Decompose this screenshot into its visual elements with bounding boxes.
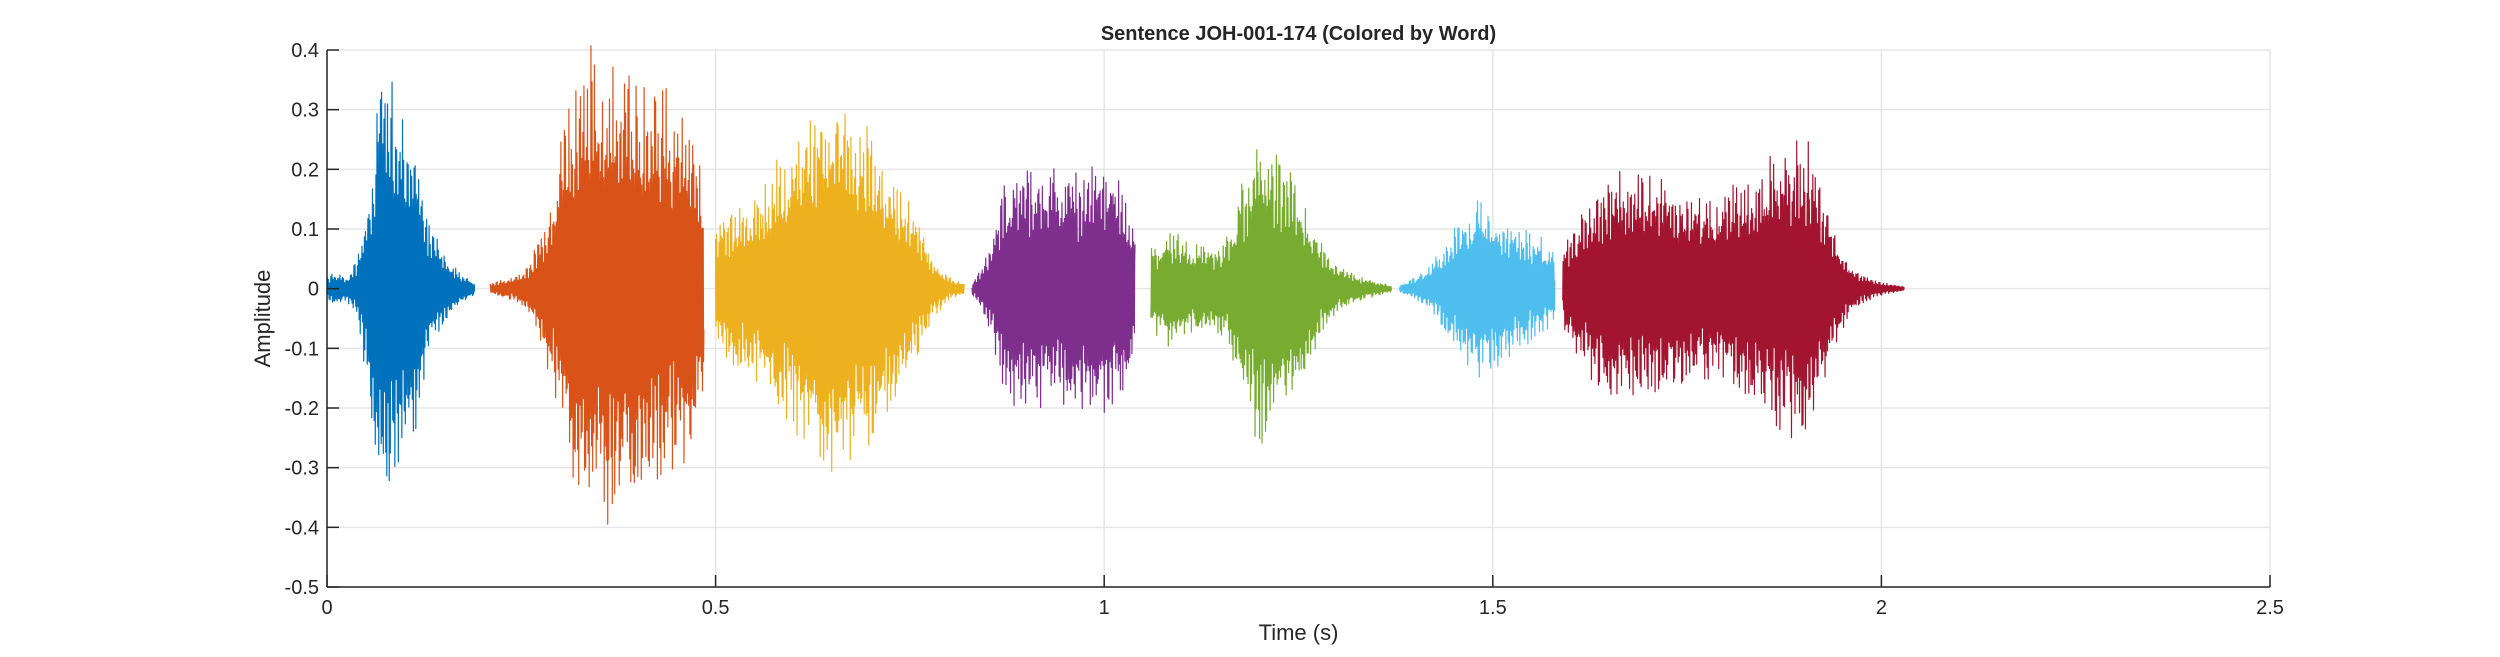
x-tick-label: 0.5	[702, 597, 730, 619]
y-tick-label: -0.3	[285, 458, 319, 480]
waveform-line	[326, 81, 476, 482]
word-segment-4	[971, 166, 1136, 413]
y-tick-label: -0.1	[285, 338, 319, 360]
y-axis-label: Amplitude	[250, 270, 275, 368]
word-segment-6	[1398, 200, 1556, 378]
waveform-line	[971, 166, 1136, 413]
waveform-line	[1562, 140, 1905, 439]
word-segment-1	[326, 81, 476, 482]
word-segment-3	[714, 113, 965, 472]
chart-title: Sentence JOH-001-174 (Colored by Word)	[1101, 23, 1496, 45]
x-tick-label: 2.5	[2256, 597, 2284, 619]
y-tick-label: 0.3	[291, 100, 319, 122]
y-tick-label: 0	[308, 279, 319, 301]
waveform-line	[1150, 149, 1393, 444]
x-tick-label: 1	[1099, 597, 1110, 619]
ticks: 0 0.5 1 1.5 2 2.5 -0.5 -0.4 -0.3 -0.2 -0.1 0 0.1 0.2 0…	[285, 40, 2284, 619]
waveform-line	[714, 113, 965, 472]
y-tick-label: 0.1	[291, 219, 319, 241]
waveform-line	[1398, 200, 1556, 378]
x-axis-label: Time (s)	[1259, 620, 1339, 645]
x-tick-label: 2	[1876, 597, 1887, 619]
word-segment-5	[1150, 149, 1393, 444]
y-tick-label: -0.4	[285, 517, 319, 539]
word-segment-2	[489, 45, 705, 525]
y-tick-label: -0.5	[285, 577, 319, 599]
y-tick-label: -0.2	[285, 398, 319, 420]
waveform	[326, 45, 1905, 525]
waveform-line	[489, 45, 705, 525]
x-tick-label: 0	[321, 597, 332, 619]
y-tick-label: 0.2	[291, 159, 319, 181]
y-tick-label: 0.4	[291, 40, 319, 62]
word-segment-7	[1562, 140, 1905, 439]
axes	[326, 50, 2270, 588]
x-tick-label: 1.5	[1479, 597, 1507, 619]
